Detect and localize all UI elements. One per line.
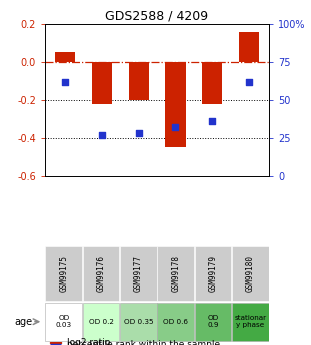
Bar	[195, 303, 231, 341]
Text: GSM99179: GSM99179	[209, 255, 217, 292]
Text: log2 ratio: log2 ratio	[67, 338, 111, 345]
Point	[100, 132, 104, 138]
Point	[210, 119, 215, 124]
Bar	[45, 303, 82, 341]
Bar	[165, 62, 185, 148]
Bar	[239, 32, 259, 62]
Text: OD
0.03: OD 0.03	[56, 315, 72, 328]
Bar	[157, 303, 194, 341]
Text: OD
0.9: OD 0.9	[207, 315, 219, 328]
Bar	[157, 246, 194, 301]
Text: GSM99176: GSM99176	[97, 255, 105, 292]
Text: GSM99175: GSM99175	[59, 255, 68, 292]
Text: GSM99180: GSM99180	[246, 255, 255, 292]
Bar	[92, 62, 112, 104]
Text: OD 0.35: OD 0.35	[123, 319, 153, 325]
Bar	[45, 246, 82, 301]
Bar	[120, 303, 157, 341]
Bar	[129, 62, 149, 100]
Point	[173, 125, 178, 130]
Bar	[202, 62, 222, 104]
Text: GSM99177: GSM99177	[134, 255, 143, 292]
Bar	[232, 246, 269, 301]
Bar	[83, 303, 119, 341]
Point	[246, 79, 251, 85]
Text: age: age	[14, 317, 32, 327]
Text: GSM99178: GSM99178	[171, 255, 180, 292]
Text: stationar
y phase: stationar y phase	[234, 315, 267, 328]
Title: GDS2588 / 4209: GDS2588 / 4209	[105, 10, 209, 23]
Bar	[232, 303, 269, 341]
Bar	[120, 246, 157, 301]
Point	[63, 79, 68, 85]
Bar	[83, 246, 119, 301]
Text: OD 0.2: OD 0.2	[89, 319, 114, 325]
Text: OD 0.6: OD 0.6	[163, 319, 188, 325]
Point	[136, 131, 141, 136]
Bar	[195, 246, 231, 301]
Text: percentile rank within the sample: percentile rank within the sample	[67, 339, 220, 345]
Bar	[55, 52, 75, 62]
